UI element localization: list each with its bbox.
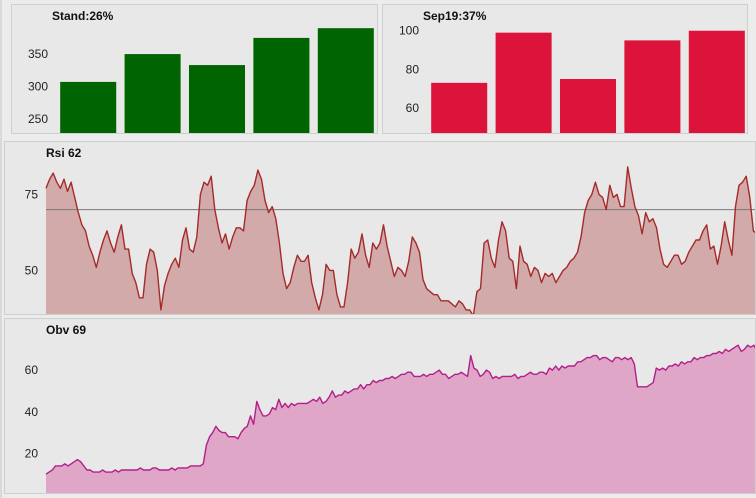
bar-1 bbox=[60, 81, 117, 133]
series-line bbox=[45, 166, 755, 314]
y-tick-label: 75 bbox=[25, 187, 39, 201]
bar-4 bbox=[253, 37, 310, 133]
bar-3 bbox=[188, 65, 246, 133]
left-edge-divider bbox=[0, 0, 2, 498]
y-tick-label: 50 bbox=[25, 263, 39, 277]
rsi-chart-panel: Rsi 62 50 75 bbox=[4, 141, 756, 315]
bar-1 bbox=[431, 82, 488, 133]
series-area-fill bbox=[46, 345, 755, 493]
y-tick-label: 60 bbox=[25, 363, 39, 377]
y-tick-label: 40 bbox=[25, 405, 39, 419]
bar-2 bbox=[124, 54, 181, 133]
stand-bar-chart: 250 300 350 bbox=[28, 28, 374, 133]
bar-5 bbox=[317, 28, 374, 133]
bar-4 bbox=[624, 40, 681, 133]
stand-bar-chart-panel: Stand:26% 250 300 350 bbox=[11, 4, 378, 134]
y-tick-label: 20 bbox=[25, 446, 39, 460]
sep19-bar-chart: 60 80 100 bbox=[399, 24, 745, 133]
y-tick-label: 100 bbox=[399, 24, 419, 38]
sep19-bar-chart-panel: Sep19:37% 60 80 100 bbox=[382, 4, 748, 134]
y-tick-label: 80 bbox=[406, 62, 420, 76]
y-tick-label: 60 bbox=[406, 101, 420, 115]
bar-5 bbox=[688, 30, 745, 133]
obv-chart-title: Obv 69 bbox=[46, 323, 87, 337]
stand-chart-title: Stand:26% bbox=[52, 9, 114, 23]
y-tick-label: 350 bbox=[28, 47, 48, 61]
bar-3 bbox=[559, 79, 617, 133]
obv-chart-panel: Obv 69 20 40 60 bbox=[4, 318, 756, 494]
y-tick-label: 300 bbox=[28, 79, 48, 93]
obv-area-chart: 20 40 60 bbox=[25, 344, 755, 493]
rsi-chart-title: Rsi 62 bbox=[46, 146, 82, 160]
series-area-fill bbox=[46, 167, 755, 314]
y-tick-label: 250 bbox=[28, 112, 48, 126]
rsi-area-chart: 50 75 bbox=[25, 166, 755, 314]
bar-2 bbox=[495, 32, 552, 133]
series-line bbox=[45, 344, 755, 475]
sep19-chart-title: Sep19:37% bbox=[423, 9, 487, 23]
